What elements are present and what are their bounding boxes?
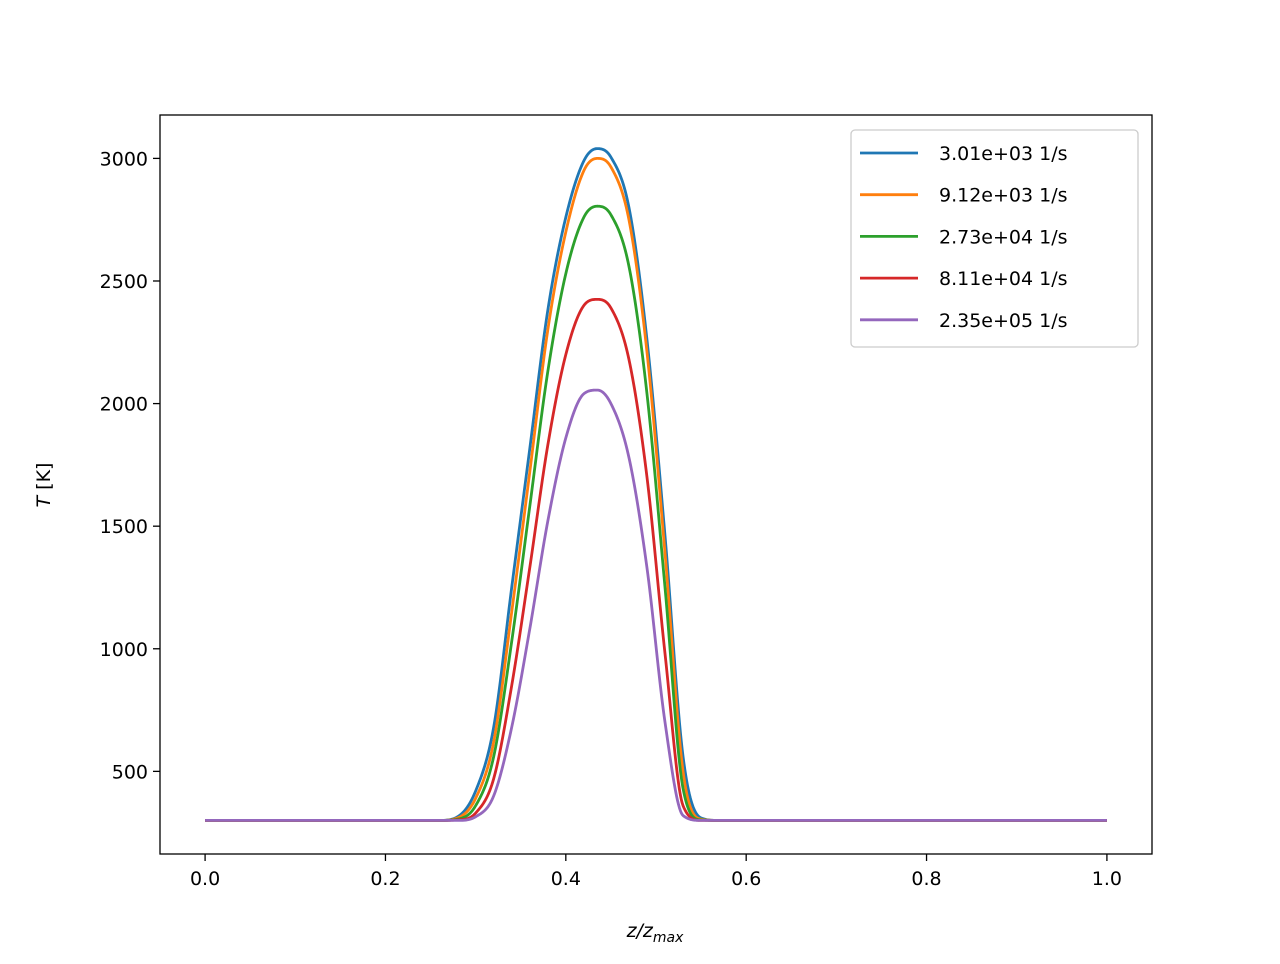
x-axis-label: z/zmax bbox=[626, 920, 685, 946]
y-tick-label: 2000 bbox=[100, 394, 148, 416]
legend-box bbox=[850, 129, 1139, 348]
series-line-0 bbox=[205, 147, 1107, 822]
legend-label: 2.73e+04 1/s bbox=[939, 226, 1068, 248]
x-axis: 0.0 0.2 0.4 0.6 0.8 1.0 bbox=[190, 854, 1122, 890]
y-tick-label: 3000 bbox=[100, 148, 148, 170]
axes-frame bbox=[159, 114, 1153, 855]
series-line-2 bbox=[205, 204, 1107, 822]
x-tick-label: 0.6 bbox=[731, 868, 761, 890]
series-line-3 bbox=[205, 297, 1107, 822]
x-tick-label: 0.2 bbox=[370, 868, 400, 890]
legend-label: 9.12e+03 1/s bbox=[939, 185, 1068, 207]
y-tick-label: 2500 bbox=[100, 271, 148, 293]
legend: 3.01e+03 1/s 9.12e+03 1/s 2.73e+04 1/s 8.11… bbox=[850, 129, 1139, 348]
legend-label: 3.01e+03 1/s bbox=[939, 143, 1068, 165]
y-axis-label: T[K] bbox=[33, 463, 55, 508]
x-tick-label: 0.4 bbox=[551, 868, 581, 890]
x-tick-label: 0.8 bbox=[911, 868, 941, 890]
x-tick-label: 1.0 bbox=[1092, 868, 1122, 890]
series-layer bbox=[205, 147, 1107, 822]
y-tick-label: 500 bbox=[112, 761, 148, 783]
x-tick-label: 0.0 bbox=[190, 868, 220, 890]
legend-label: 2.35e+05 1/s bbox=[939, 310, 1068, 332]
legend-label: 8.11e+04 1/s bbox=[939, 268, 1068, 290]
y-axis: 500 1000 1500 2000 2500 3000 bbox=[100, 148, 160, 783]
series-line-1 bbox=[205, 157, 1107, 822]
series-line-4 bbox=[205, 388, 1107, 822]
y-tick-label: 1000 bbox=[100, 639, 148, 661]
y-tick-label: 1500 bbox=[100, 516, 148, 538]
